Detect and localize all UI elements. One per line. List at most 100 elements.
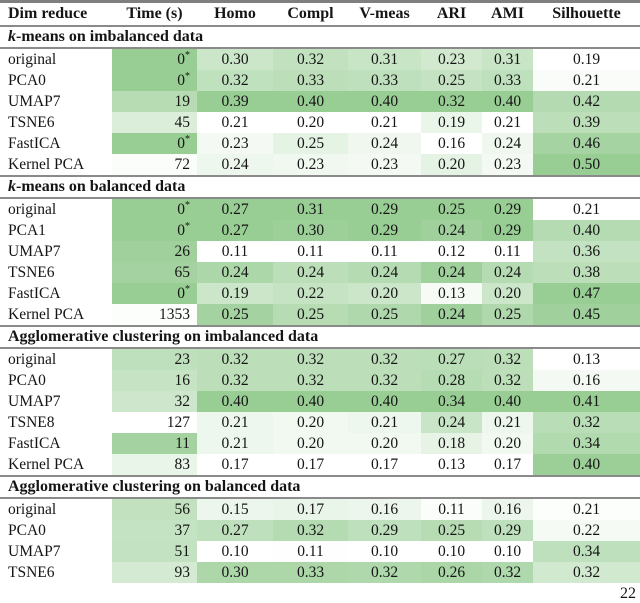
cell-time-s: 0* (112, 70, 197, 91)
cell-time-s: 83 (112, 454, 197, 476)
cell-time-s: 0* (112, 48, 197, 70)
cell-time-s: 56 (112, 498, 197, 520)
cell-v-meas: 0.24 (348, 262, 421, 283)
table-row: TSNE6 45 0.21 0.20 0.21 0.19 0.21 0.39 (0, 112, 640, 133)
column-header-homo: Homo (214, 5, 256, 22)
row-label: FastICA (8, 435, 61, 452)
cell-silhouette: 0.21 (533, 198, 640, 220)
cell-ari: 0.24 (421, 220, 482, 241)
cell-homo: 0.11 (197, 241, 273, 262)
column-header-compl: Compl (287, 5, 334, 22)
cell-v-meas: 0.32 (348, 562, 421, 583)
cell-compl: 0.22 (273, 283, 348, 304)
section-title: k-means on balanced data (8, 178, 186, 195)
column-header-silhouette: Silhouette (552, 5, 621, 22)
cell-v-meas: 0.16 (348, 498, 421, 520)
cell-homo: 0.23 (197, 133, 273, 154)
table-row: TSNE8 127 0.21 0.20 0.21 0.24 0.21 0.32 (0, 412, 640, 433)
cell-time-s: 127 (112, 412, 197, 433)
table-row: Kernel PCA 83 0.17 0.17 0.17 0.13 0.17 0.40 (0, 454, 640, 476)
cell-homo: 0.39 (197, 91, 273, 112)
cell-ami: 0.24 (482, 262, 533, 283)
cell-v-meas: 0.20 (348, 283, 421, 304)
row-label: FastICA (8, 135, 61, 152)
table-row: UMAP7 32 0.40 0.40 0.40 0.34 0.40 0.41 (0, 391, 640, 412)
column-header-dim-reduce: Dim reduce (8, 5, 88, 22)
cell-homo: 0.27 (197, 220, 273, 241)
cell-v-meas: 0.32 (348, 348, 421, 370)
table-row: TSNE6 93 0.30 0.33 0.32 0.26 0.32 0.32 (0, 562, 640, 583)
cell-homo: 0.25 (197, 304, 273, 326)
cell-homo: 0.27 (197, 520, 273, 541)
cell-v-meas: 0.40 (348, 91, 421, 112)
row-label: UMAP7 (8, 393, 61, 410)
cell-silhouette: 0.32 (533, 412, 640, 433)
table-row: UMAP7 51 0.10 0.11 0.10 0.10 0.10 0.34 (0, 541, 640, 562)
cell-ami: 0.32 (482, 370, 533, 391)
cell-silhouette: 0.45 (533, 304, 640, 326)
cell-ari: 0.11 (421, 498, 482, 520)
cell-ami: 0.21 (482, 412, 533, 433)
cell-v-meas: 0.24 (348, 133, 421, 154)
cell-ami: 0.29 (482, 198, 533, 220)
section-title: Agglomerative clustering on imbalanced d… (8, 328, 319, 345)
cell-ari: 0.28 (421, 370, 482, 391)
row-label: UMAP7 (8, 543, 61, 560)
cell-silhouette: 0.39 (533, 112, 640, 133)
cell-homo: 0.21 (197, 412, 273, 433)
table-header: Dim reduce Time (s) Homo Compl V-meas ARI AMI S… (0, 2, 640, 26)
row-label: TSNE6 (8, 564, 55, 581)
row-label: TSNE8 (8, 414, 55, 431)
column-header-ari: ARI (436, 5, 467, 22)
table-row: PCA1 0* 0.27 0.30 0.29 0.24 0.29 0.40 (0, 220, 640, 241)
row-label: FastICA (8, 285, 61, 302)
cell-ami: 0.10 (482, 541, 533, 562)
cell-compl: 0.32 (273, 348, 348, 370)
cell-ari: 0.16 (421, 133, 482, 154)
cell-compl: 0.11 (273, 241, 348, 262)
cell-silhouette: 0.34 (533, 541, 640, 562)
cell-compl: 0.23 (273, 154, 348, 176)
table-row: original 0* 0.27 0.31 0.29 0.25 0.29 0.21 (0, 198, 640, 220)
cell-ari: 0.26 (421, 562, 482, 583)
cell-v-meas: 0.29 (348, 198, 421, 220)
cell-time-s: 19 (112, 91, 197, 112)
table-row: Kernel PCA 72 0.24 0.23 0.23 0.20 0.23 0.50 (0, 154, 640, 176)
table-row: Kernel PCA 1353 0.25 0.25 0.25 0.24 0.25 0.45 (0, 304, 640, 326)
cell-ari: 0.12 (421, 241, 482, 262)
cell-v-meas: 0.21 (348, 112, 421, 133)
cell-time-s: 0* (112, 198, 197, 220)
cell-homo: 0.19 (197, 283, 273, 304)
row-label: UMAP7 (8, 93, 61, 110)
cell-compl: 0.17 (273, 454, 348, 476)
table-row: PCA0 37 0.27 0.32 0.29 0.25 0.29 0.22 (0, 520, 640, 541)
cell-time-s: 1353 (112, 304, 197, 326)
cell-compl: 0.25 (273, 304, 348, 326)
cell-silhouette: 0.40 (533, 220, 640, 241)
metrics-table: Dim reduce Time (s) Homo Compl V-meas ARI AMI S… (0, 0, 640, 583)
cell-time-s: 45 (112, 112, 197, 133)
cell-homo: 0.32 (197, 348, 273, 370)
table-row: UMAP7 26 0.11 0.11 0.11 0.12 0.11 0.36 (0, 241, 640, 262)
header-row: Dim reduce Time (s) Homo Compl V-meas ARI AMI S… (0, 2, 640, 26)
cell-compl: 0.20 (273, 433, 348, 454)
cell-silhouette: 0.19 (533, 48, 640, 70)
table-row: PCA0 0* 0.32 0.33 0.33 0.25 0.33 0.21 (0, 70, 640, 91)
column-header-time-s: Time (s) (126, 5, 183, 22)
table-section: Agglomerative clustering on balanced dat… (0, 476, 640, 583)
cell-v-meas: 0.23 (348, 154, 421, 176)
cell-silhouette: 0.32 (533, 562, 640, 583)
cell-compl: 0.17 (273, 498, 348, 520)
cell-ami: 0.32 (482, 562, 533, 583)
row-label: Kernel PCA (8, 456, 85, 473)
table-row: TSNE6 65 0.24 0.24 0.24 0.24 0.24 0.38 (0, 262, 640, 283)
cell-ami: 0.20 (482, 433, 533, 454)
cell-ari: 0.24 (421, 304, 482, 326)
cell-ari: 0.34 (421, 391, 482, 412)
cell-ari: 0.13 (421, 283, 482, 304)
cell-compl: 0.20 (273, 112, 348, 133)
cell-time-s: 37 (112, 520, 197, 541)
cell-time-s: 11 (112, 433, 197, 454)
row-label: Kernel PCA (8, 156, 85, 173)
